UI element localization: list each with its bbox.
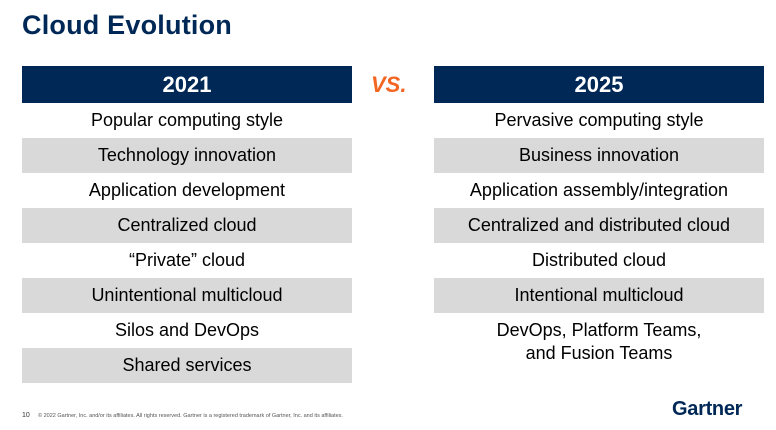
slide-title: Cloud Evolution <box>22 10 232 40</box>
row-2021: Shared services <box>22 348 352 383</box>
row-2021: Silos and DevOps <box>114 320 260 340</box>
row-2021: Centralized cloud <box>22 208 352 243</box>
row-2025: Intentional multicloud <box>434 278 764 313</box>
row-2025-multiline: DevOps, Platform Teams, and Fusion Teams <box>434 313 764 368</box>
row-2025-line: and Fusion Teams <box>525 343 673 363</box>
row-2021: “Private” cloud <box>128 250 246 270</box>
row-2021: Application development <box>88 180 286 200</box>
row-2025: Pervasive computing style <box>494 110 704 130</box>
column-2021: 2021 Popular computing style Technology … <box>22 66 352 383</box>
row-2025: Application assembly/integration <box>469 180 729 200</box>
column-2025: 2025 Pervasive computing style Business … <box>434 66 764 368</box>
row-2021: Unintentional multicloud <box>22 278 352 313</box>
row-2025: Centralized and distributed cloud <box>434 208 764 243</box>
column-header-2021: 2021 <box>22 66 352 103</box>
row-2025: Business innovation <box>434 138 764 173</box>
row-2025-line: DevOps, Platform Teams, <box>496 320 702 340</box>
row-2021: Technology innovation <box>22 138 352 173</box>
copyright-notice: © 2022 Gartner, Inc. and/or its affiliat… <box>38 413 343 419</box>
row-2021: Popular computing style <box>90 110 284 130</box>
column-header-2025: 2025 <box>434 66 764 103</box>
page-number: 10 <box>22 412 30 419</box>
vs-label: VS. <box>371 72 407 97</box>
gartner-logo: Gartner <box>672 398 743 420</box>
row-2025: Distributed cloud <box>531 250 667 270</box>
